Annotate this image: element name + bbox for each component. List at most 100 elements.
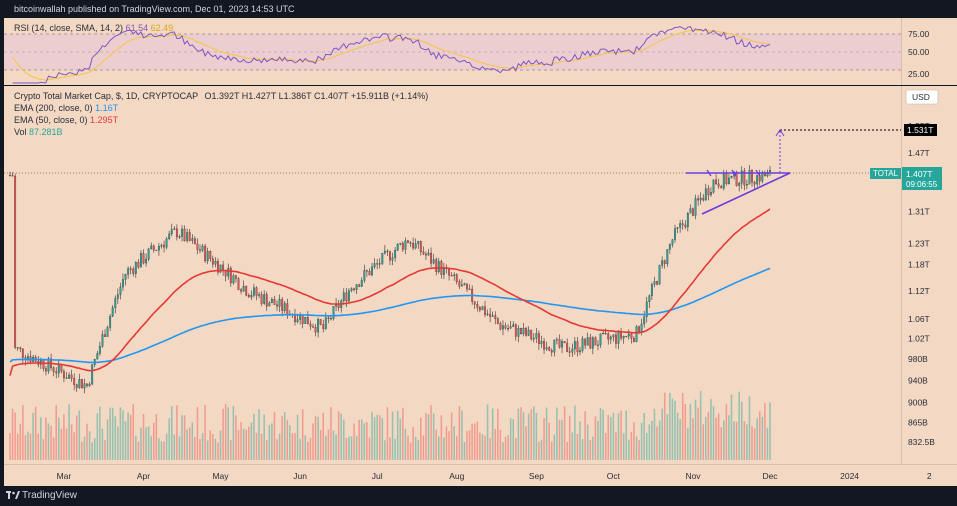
volume-bar — [52, 437, 55, 460]
rsi-pane[interactable]: RSI (14, close, SMA, 14, 2) 61.54 62.49 — [4, 18, 901, 85]
candle — [489, 313, 492, 317]
volume-bar — [538, 441, 540, 460]
volume-bar — [628, 439, 630, 460]
volume-bar — [486, 404, 489, 460]
candle — [478, 307, 481, 311]
volume-bar — [435, 429, 437, 460]
candle — [106, 327, 109, 337]
candle — [170, 229, 173, 235]
volume-bar — [14, 412, 16, 460]
price-tick: 1.23T — [908, 239, 930, 249]
candle — [157, 246, 160, 251]
volume-bar — [309, 437, 312, 460]
volume-bar — [530, 409, 532, 460]
volume-bar — [602, 409, 604, 460]
rsi-sma-value: 62.49 — [150, 23, 174, 33]
volume-bar — [70, 424, 73, 460]
volume-bar — [337, 411, 340, 460]
candle — [407, 240, 409, 243]
candle — [165, 238, 168, 248]
candle — [245, 286, 248, 296]
volume-bar — [276, 439, 278, 460]
volume-bar — [327, 429, 330, 460]
candle — [699, 197, 702, 201]
volume-bar — [715, 417, 717, 460]
volume-bar — [766, 427, 769, 460]
volume-bar — [391, 411, 394, 460]
rsi-axis[interactable]: 75.00 50.00 25.00 — [901, 18, 957, 85]
volume-bar — [620, 410, 622, 460]
candle — [345, 292, 348, 302]
candle — [9, 175, 11, 177]
volume-bar — [740, 401, 743, 460]
candle — [324, 317, 327, 329]
candle — [191, 238, 194, 241]
volume-bar — [653, 408, 656, 460]
volume-bar — [99, 406, 101, 460]
volume-bar — [160, 441, 163, 460]
volume-bar — [502, 442, 504, 460]
volume-bar — [86, 423, 88, 460]
vol-value: 87.281B — [29, 127, 63, 137]
candle — [312, 326, 314, 328]
volume-bar — [579, 421, 581, 460]
volume-bar — [471, 423, 473, 460]
volume-bar — [255, 432, 258, 460]
volume-bar — [9, 433, 11, 460]
candle — [114, 298, 117, 308]
candle — [124, 274, 127, 280]
candle — [668, 244, 671, 250]
volume-bar — [206, 440, 209, 460]
volume-bar — [479, 432, 481, 460]
volume-bar — [707, 412, 710, 460]
time-tick: May — [212, 471, 229, 481]
candle — [88, 383, 91, 386]
volume-bar — [119, 407, 122, 460]
volume-bar — [640, 422, 643, 460]
vol-label: Vol — [14, 127, 27, 137]
volume-bar — [111, 407, 114, 460]
published-text: bitcoinwallah published on TradingView.c… — [14, 4, 295, 14]
volume-bar — [535, 412, 538, 460]
volume-bar — [232, 405, 235, 460]
volume-bars — [9, 390, 771, 460]
candle — [309, 323, 312, 327]
volume-bar — [733, 421, 735, 460]
candle — [219, 264, 222, 273]
price-pane[interactable]: Crypto Total Market Cap, $, 1D, CRYPTOCA… — [4, 86, 901, 464]
time-axis[interactable]: Mar Apr May Jun Jul Aug Sep Oct Nov Dec 2024 2 — [4, 464, 957, 487]
candle — [381, 252, 384, 265]
time-tick: Mar — [57, 471, 72, 481]
volume-bar — [420, 417, 422, 460]
volume-bar — [114, 416, 117, 460]
volume-bar — [566, 441, 568, 460]
volume-bar — [368, 437, 371, 460]
price-tick: 1.31T — [908, 207, 930, 217]
candle — [373, 263, 376, 268]
volume-bar — [540, 439, 543, 460]
price-axis[interactable]: USD 1.55T1.47T1.31T1.23T1.18T1.12T1.06T1… — [901, 86, 957, 464]
price-legend: Crypto Total Market Cap, $, 1D, CRYPTOCA… — [14, 90, 428, 138]
volume-bar — [37, 433, 40, 460]
candle — [686, 213, 689, 228]
candle — [450, 275, 453, 277]
time-tick: Jun — [293, 471, 307, 481]
volume-bar — [455, 435, 458, 460]
candle — [622, 336, 625, 339]
volume-bar — [561, 420, 563, 460]
volume-bar — [376, 414, 378, 460]
candle — [609, 336, 612, 340]
candle — [537, 333, 540, 344]
candle — [204, 245, 207, 262]
candle — [211, 258, 214, 265]
candle — [417, 241, 420, 244]
candle — [720, 185, 723, 189]
volume-bar — [386, 407, 389, 460]
volume-bar — [209, 430, 212, 460]
volume-bar — [296, 414, 299, 460]
volume-bar — [764, 402, 766, 460]
volume-bar — [355, 435, 358, 460]
candle — [504, 325, 507, 329]
volume-bar — [676, 412, 679, 460]
volume-bar — [42, 439, 45, 460]
